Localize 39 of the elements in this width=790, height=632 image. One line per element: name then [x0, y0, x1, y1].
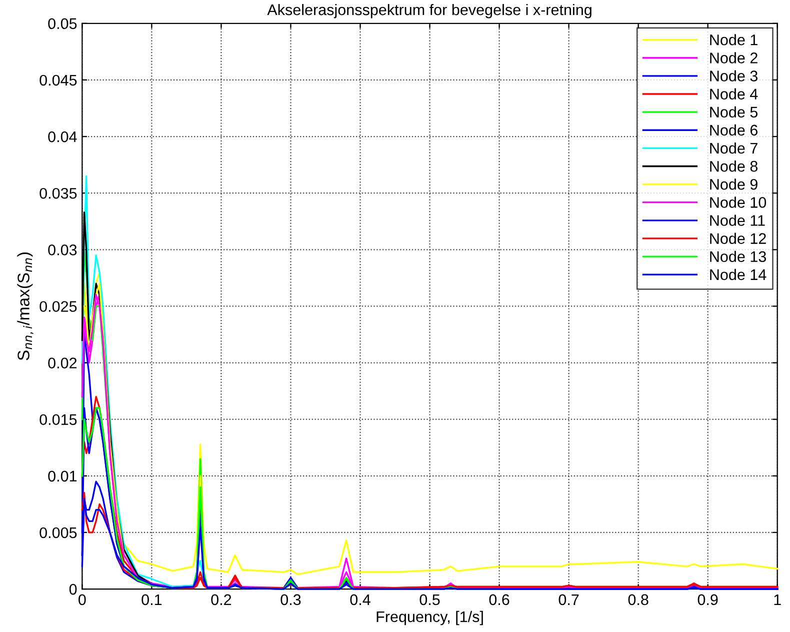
legend-label: Node 5 — [710, 106, 758, 118]
y-tick-label: 0.045 — [40, 74, 77, 86]
legend-label: Node 9 — [710, 178, 758, 190]
x-tick-label: 0.2 — [211, 594, 232, 606]
legend-label: Node 11 — [710, 214, 765, 226]
y-tick-label: 0.035 — [40, 188, 77, 199]
x-tick-label: 0.7 — [558, 594, 579, 606]
legend-label: Node 7 — [710, 142, 758, 154]
x-tick-label: 0.9 — [698, 594, 718, 606]
y-tick-label: 0.04 — [48, 131, 77, 142]
legend-label: Node 13 — [710, 250, 766, 262]
x-tick-label: 0 — [78, 594, 86, 606]
y-tick-label: 0.03 — [48, 244, 77, 256]
x-tick-label: 0.6 — [489, 594, 510, 606]
legend-label: Node 4 — [710, 88, 758, 100]
x-tick-label: 0.4 — [350, 594, 370, 606]
y-tick-label: 0.05 — [48, 18, 77, 30]
x-axis-title: Frequency, [1/s] — [376, 610, 483, 626]
y-tick-label: 0.025 — [40, 301, 77, 312]
y-tick-label: 0.005 — [40, 527, 77, 538]
x-tick-label: 1 — [774, 594, 781, 605]
y-tick-label: 0 — [69, 584, 77, 595]
chart-title: Akselerasjonsspektrum for bevegelse i x-retning — [267, 4, 592, 18]
legend-label: Node 3 — [710, 70, 758, 82]
y-tick-label: 0.01 — [48, 470, 77, 482]
legend-label: Node 8 — [710, 160, 758, 172]
legend-label: Node 10 — [710, 196, 766, 208]
legend-label: Node 12 — [710, 232, 766, 244]
x-tick-label: 0.8 — [628, 594, 648, 606]
legend-label: Node 2 — [710, 52, 758, 64]
legend-label: Node 6 — [710, 124, 758, 136]
y-tick-label: 0.02 — [48, 358, 77, 368]
legend-label: Node 1 — [710, 34, 758, 46]
y-tick-label: 0.015 — [40, 414, 77, 426]
x-tick-label: 0.1 — [142, 594, 162, 606]
x-tick-label: 0.3 — [280, 594, 301, 606]
x-tick-label: 0.5 — [420, 594, 440, 606]
y-axis-title: S$_{nn,i}$/max(S$_{nn}$) — [17, 252, 34, 360]
legend-label: Node 14 — [710, 268, 766, 280]
